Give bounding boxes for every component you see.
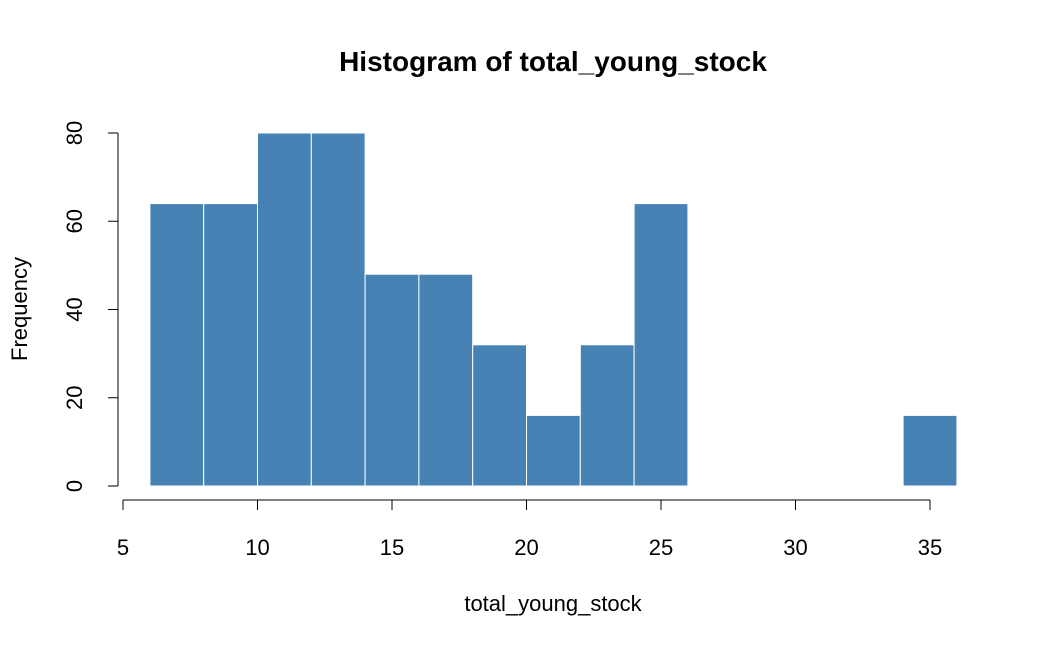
x-tick-label: 35 — [918, 535, 942, 560]
y-tick-label: 20 — [62, 386, 87, 410]
histogram-bar — [418, 273, 474, 487]
x-tick-label: 15 — [380, 535, 404, 560]
y-tick-label: 60 — [62, 209, 87, 233]
x-tick-label: 10 — [245, 535, 269, 560]
histogram-bar — [526, 414, 581, 487]
bars-group — [149, 132, 958, 487]
y-axis: 0 20 40 60 80 — [62, 121, 119, 492]
histogram-bar — [310, 132, 366, 487]
histogram-bar — [472, 344, 528, 487]
x-axis: 5 10 15 20 25 30 35 — [117, 499, 942, 560]
y-tick-label: 0 — [62, 480, 87, 492]
x-tick-label: 5 — [117, 535, 129, 560]
chart-title: Histogram of total_young_stock — [339, 46, 767, 77]
histogram-bar — [579, 344, 635, 487]
histogram-bar — [364, 273, 420, 487]
y-axis-label: Frequency — [7, 257, 32, 361]
histogram-bar — [257, 132, 312, 487]
histogram-bar — [149, 203, 205, 487]
x-tick-label: 20 — [514, 535, 538, 560]
y-tick-label: 80 — [62, 121, 87, 145]
x-tick-label: 30 — [783, 535, 807, 560]
histogram-bar — [633, 203, 689, 487]
y-tick-label: 40 — [62, 297, 87, 321]
x-tick-label: 25 — [649, 535, 673, 560]
histogram-bar — [203, 203, 258, 487]
histogram-bar — [902, 414, 958, 487]
x-axis-label: total_young_stock — [464, 591, 642, 616]
